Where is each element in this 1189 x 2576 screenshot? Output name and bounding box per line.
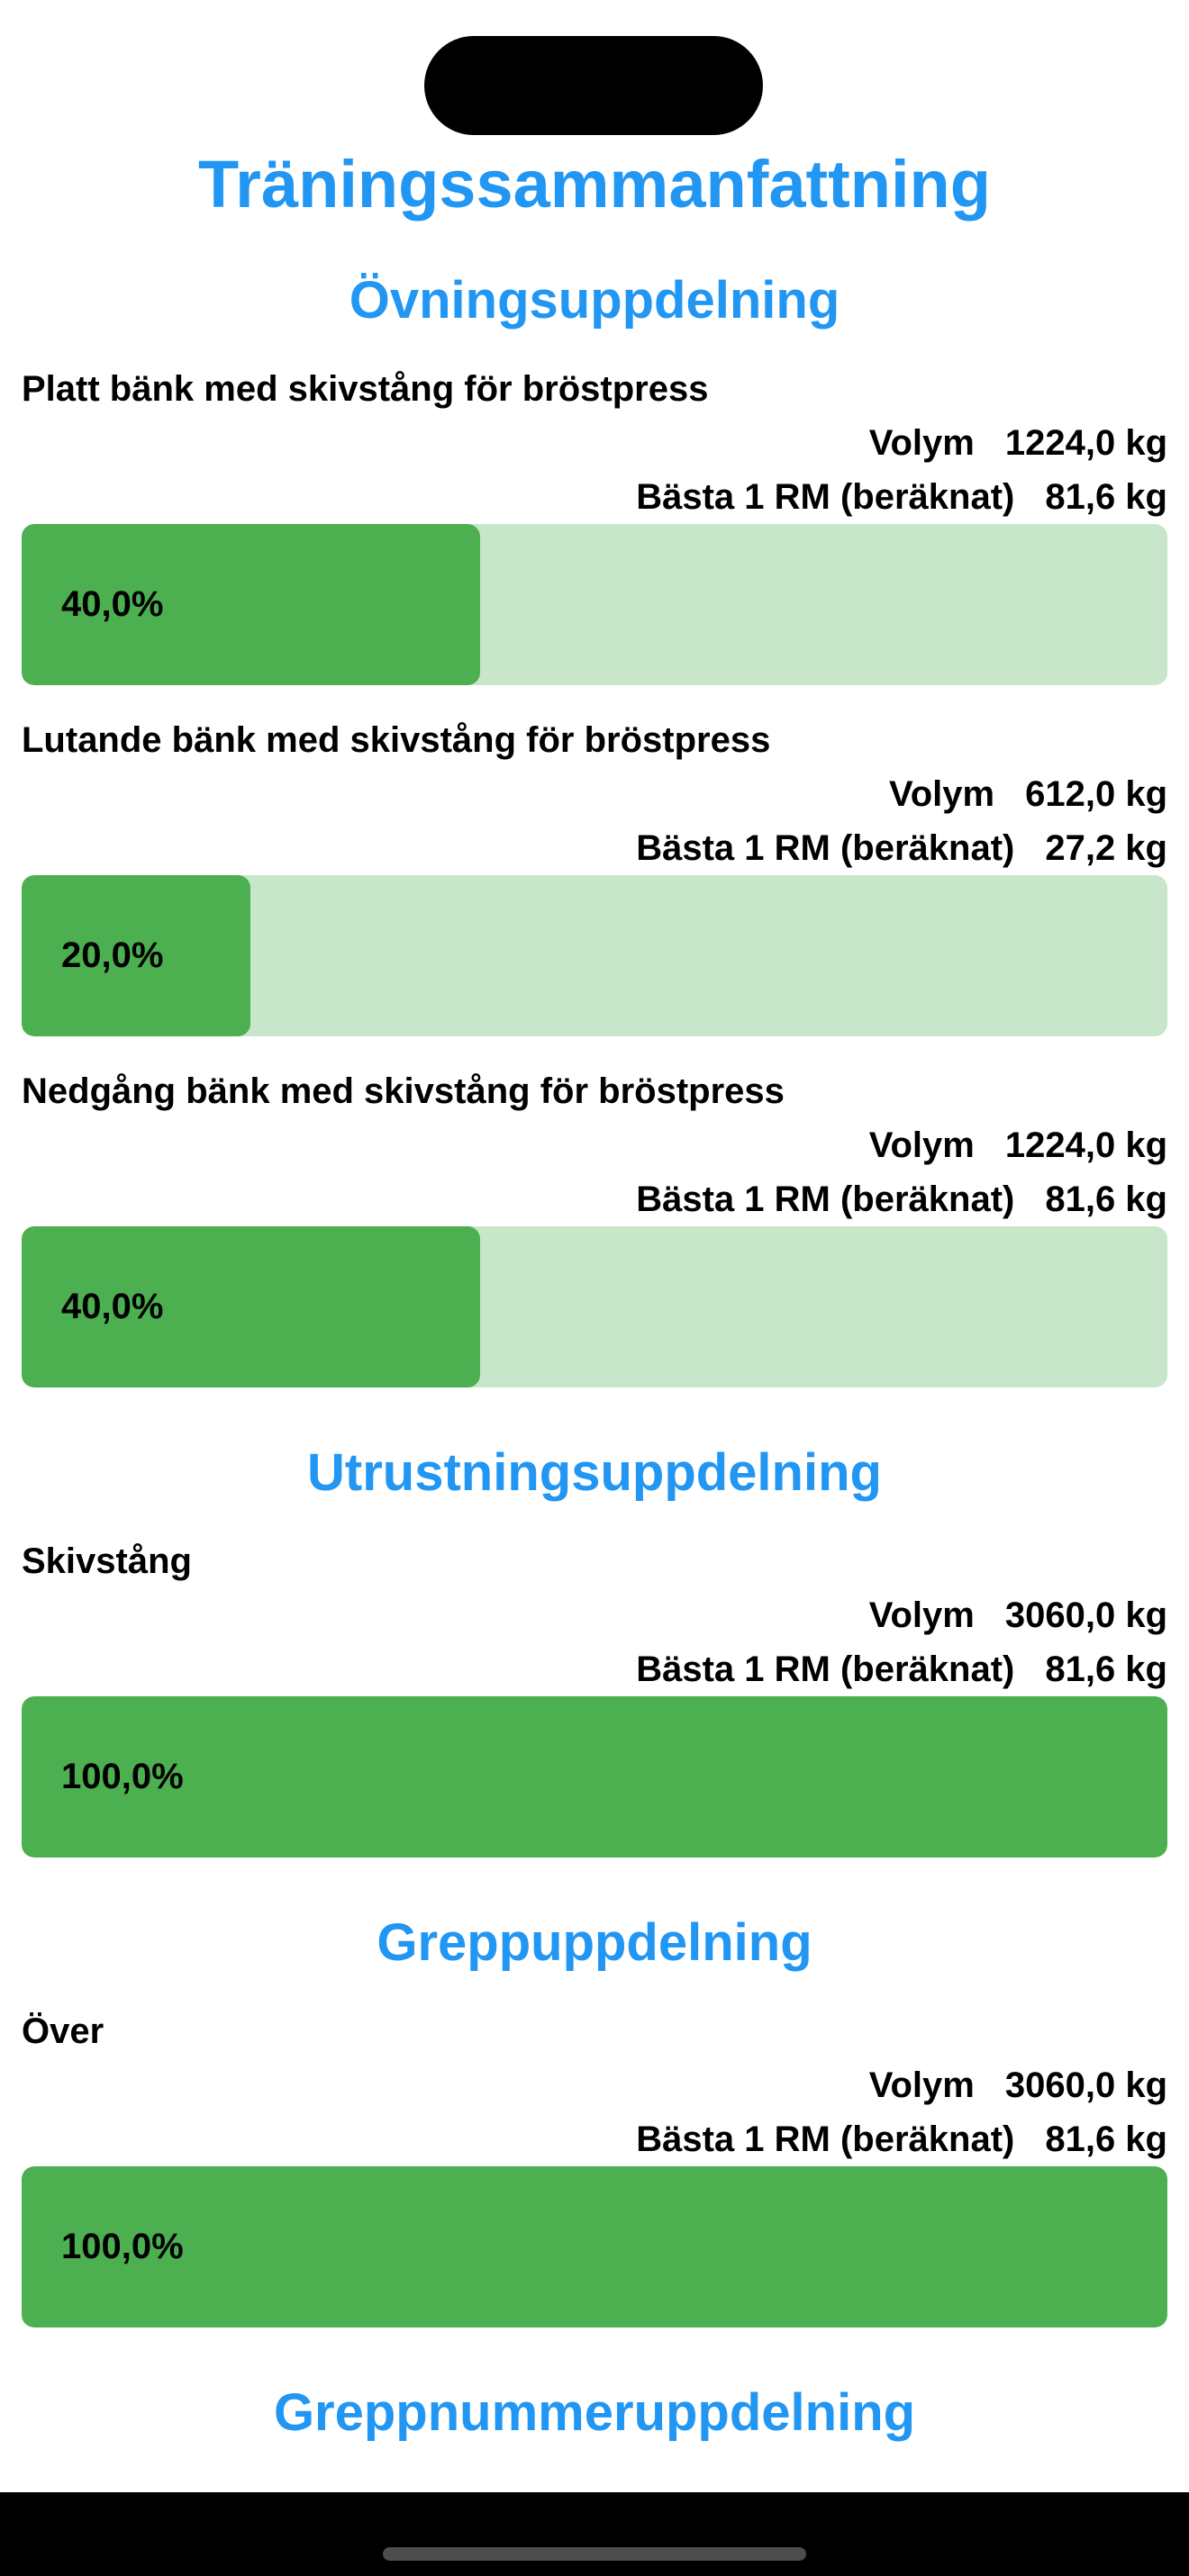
one-rm-label: Bästa 1 RM (beräknat)	[636, 1650, 1015, 1689]
dynamic-island	[424, 36, 763, 135]
percentage-bar-fill	[22, 1226, 480, 1387]
volume-value: 3060,0 kg	[1004, 2065, 1167, 2105]
breakdown-item: Skivstång Volym 3060,0 kg Bästa 1 RM (ber…	[22, 1534, 1167, 1857]
one-rm-value: 27,2 kg	[1045, 828, 1167, 868]
volume-row: Volym 3060,0 kg	[22, 1588, 1167, 1642]
home-indicator[interactable]	[383, 2547, 806, 2561]
one-rm-row: Bästa 1 RM (beräknat) 81,6 kg	[22, 1172, 1167, 1226]
percentage-bar: 40,0%	[22, 524, 1167, 685]
section-heading: Övningsuppdelning	[349, 271, 840, 330]
one-rm-row: Bästa 1 RM (beräknat) 81,6 kg	[22, 2112, 1167, 2166]
volume-row: Volym 612,0 kg	[22, 767, 1167, 821]
item-name: Över	[22, 2011, 104, 2051]
breakdown-section: Greppnummeruppdelning	[22, 2368, 1167, 2458]
volume-value: 1224,0 kg	[1004, 423, 1167, 463]
one-rm-label: Bästa 1 RM (beräknat)	[636, 477, 1015, 517]
section-heading: Greppnummeruppdelning	[273, 2383, 916, 2442]
one-rm-row: Bästa 1 RM (beräknat) 27,2 kg	[22, 821, 1167, 875]
one-rm-value: 81,6 kg	[1045, 477, 1167, 517]
percentage-bar-fill	[22, 1696, 1167, 1857]
percentage-label: 40,0%	[61, 584, 164, 624]
one-rm-row: Bästa 1 RM (beräknat) 81,6 kg	[22, 1642, 1167, 1696]
item-name: Nedgång bänk med skivstång för bröstpres…	[22, 1071, 785, 1111]
volume-label: Volym	[868, 1595, 975, 1635]
one-rm-label: Bästa 1 RM (beräknat)	[636, 1180, 1015, 1219]
one-rm-value: 81,6 kg	[1045, 1650, 1167, 1689]
page-title: Träningssammanfattning	[198, 147, 991, 221]
volume-value: 612,0 kg	[1025, 774, 1167, 814]
volume-label: Volym	[868, 423, 975, 463]
section-heading: Greppuppdelning	[377, 1913, 812, 1972]
percentage-bar-fill	[22, 2166, 1167, 2327]
item-name: Platt bänk med skivstång för bröstpress	[22, 369, 709, 409]
item-name: Lutande bänk med skivstång för bröstpres…	[22, 720, 771, 760]
percentage-label: 100,0%	[61, 2227, 184, 2266]
percentage-bar: 100,0%	[22, 2166, 1167, 2327]
item-name: Skivstång	[22, 1541, 192, 1581]
breakdown-section: Utrustningsuppdelning Skivstång Volym 306…	[22, 1428, 1167, 1857]
percentage-bar: 40,0%	[22, 1226, 1167, 1387]
percentage-bar: 20,0%	[22, 875, 1167, 1036]
volume-row: Volym 1224,0 kg	[22, 1118, 1167, 1172]
volume-label: Volym	[868, 2065, 975, 2105]
percentage-bar: 100,0%	[22, 1696, 1167, 1857]
section-heading: Utrustningsuppdelning	[307, 1443, 882, 1502]
bottom-bar	[0, 2492, 1189, 2576]
breakdown-item: Platt bänk med skivstång för bröstpress …	[22, 362, 1167, 685]
percentage-label: 100,0%	[61, 1757, 184, 1796]
breakdown-item: Lutande bänk med skivstång för bröstpres…	[22, 713, 1167, 1036]
percentage-bar-fill	[22, 524, 480, 685]
one-rm-label: Bästa 1 RM (beräknat)	[636, 2120, 1015, 2159]
one-rm-row: Bästa 1 RM (beräknat) 81,6 kg	[22, 470, 1167, 524]
breakdown-item: Nedgång bänk med skivstång för bröstpres…	[22, 1064, 1167, 1387]
volume-label: Volym	[889, 774, 995, 814]
volume-value: 1224,0 kg	[1004, 1125, 1167, 1165]
percentage-label: 40,0%	[61, 1287, 164, 1326]
percentage-label: 20,0%	[61, 935, 164, 975]
volume-label: Volym	[868, 1125, 975, 1165]
breakdown-item: Över Volym 3060,0 kg Bästa 1 RM (beräknat…	[22, 2004, 1167, 2327]
volume-row: Volym 1224,0 kg	[22, 416, 1167, 470]
percentage-bar-fill	[22, 875, 251, 1036]
breakdown-section: Greppuppdelning Över Volym 3060,0 kg Bäst…	[22, 1898, 1167, 2327]
volume-row: Volym 3060,0 kg	[22, 2058, 1167, 2112]
one-rm-value: 81,6 kg	[1045, 1180, 1167, 1219]
volume-value: 3060,0 kg	[1004, 1595, 1167, 1635]
one-rm-value: 81,6 kg	[1045, 2120, 1167, 2159]
breakdown-section: Övningsuppdelning Platt bänk med skivstå…	[22, 256, 1167, 1387]
summary-content[interactable]: Övningsuppdelning Platt bänk med skivstå…	[22, 256, 1167, 2474]
one-rm-label: Bästa 1 RM (beräknat)	[636, 828, 1015, 868]
